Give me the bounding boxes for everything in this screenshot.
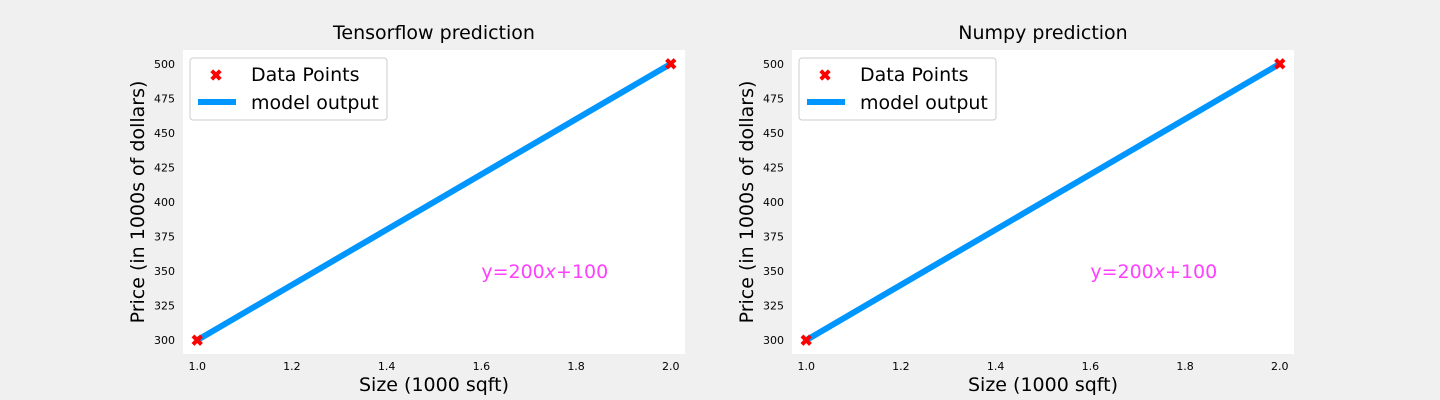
y-tick-label: 300 [154,334,175,347]
chart-title: Tensorflow prediction [332,22,535,44]
x-tick-label: 1.0 [797,360,815,373]
equation-annotation: y=200x+100 [481,261,608,283]
legend-frame [798,57,997,121]
y-tick-label: 500 [154,58,175,71]
x-tick-label: 1.6 [473,360,491,373]
y-tick-label: 400 [154,196,175,209]
data-point-marker [800,334,812,346]
legend-label: Data Points [860,64,968,86]
y-tick-label: 300 [763,334,784,347]
y-tick-label: 350 [154,265,175,278]
data-point-marker [665,58,677,70]
x-tick-label: 1.4 [378,360,396,373]
x-tick-label: 1.8 [1176,360,1194,373]
x-tick-label: 1.2 [283,360,301,373]
y-tick-label: 475 [154,92,175,105]
y-tick-label: 475 [763,92,784,105]
equation-part: +100 [1165,261,1217,283]
legend-label: model output [860,92,988,114]
y-tick-label: 500 [763,58,784,71]
x-tick-label: 1.4 [987,360,1005,373]
legend-label: Data Points [251,64,359,86]
model-output-line [804,61,1282,343]
y-tick-label: 400 [763,196,784,209]
y-tick-label: 350 [763,265,784,278]
x-tick-label: 2.0 [1271,360,1289,373]
y-tick-label: 425 [154,161,175,174]
equation-part: y=200 [481,261,544,283]
y-tick-label: 375 [154,231,175,244]
legend-marker-icon [210,69,222,81]
y-tick-label: 425 [763,161,784,174]
chart-title: Numpy prediction [958,22,1127,44]
x-axis-label: Size (1000 sqft) [359,374,509,396]
legend-label: model output [251,92,379,114]
x-tick-label: 1.6 [1082,360,1100,373]
data-point-marker [1274,58,1286,70]
x-tick-label: 2.0 [662,360,680,373]
equation-part: x [1153,261,1166,283]
x-axis-label: Size (1000 sqft) [968,374,1118,396]
y-tick-label: 450 [763,127,784,140]
legend: Data Points model output [798,57,997,121]
y-axis-label: Price (in 1000s of dollars) [127,81,149,324]
y-tick-label: 325 [154,300,175,313]
x-tick-label: 1.0 [188,360,206,373]
y-tick-label: 325 [763,300,784,313]
y-tick-label: 450 [154,127,175,140]
legend-marker-icon [819,69,831,81]
equation-part: x [544,261,557,283]
data-point-marker [191,334,203,346]
x-tick-label: 1.8 [567,360,585,373]
legend-frame [189,57,388,121]
chart-panel-2: Numpy prediction Size (1000 sqft) Price (i… [736,22,1294,396]
x-tick-label: 1.2 [892,360,910,373]
equation-annotation: y=200x+100 [1090,261,1217,283]
model-output-line [195,61,673,343]
equation-part: +100 [556,261,608,283]
legend: Data Points model output [189,57,388,121]
chart-panel-1: Tensorflow prediction Size (1000 sqft) Pri… [127,22,685,396]
y-axis-label: Price (in 1000s of dollars) [736,81,758,324]
y-tick-label: 375 [763,231,784,244]
equation-part: y=200 [1090,261,1153,283]
